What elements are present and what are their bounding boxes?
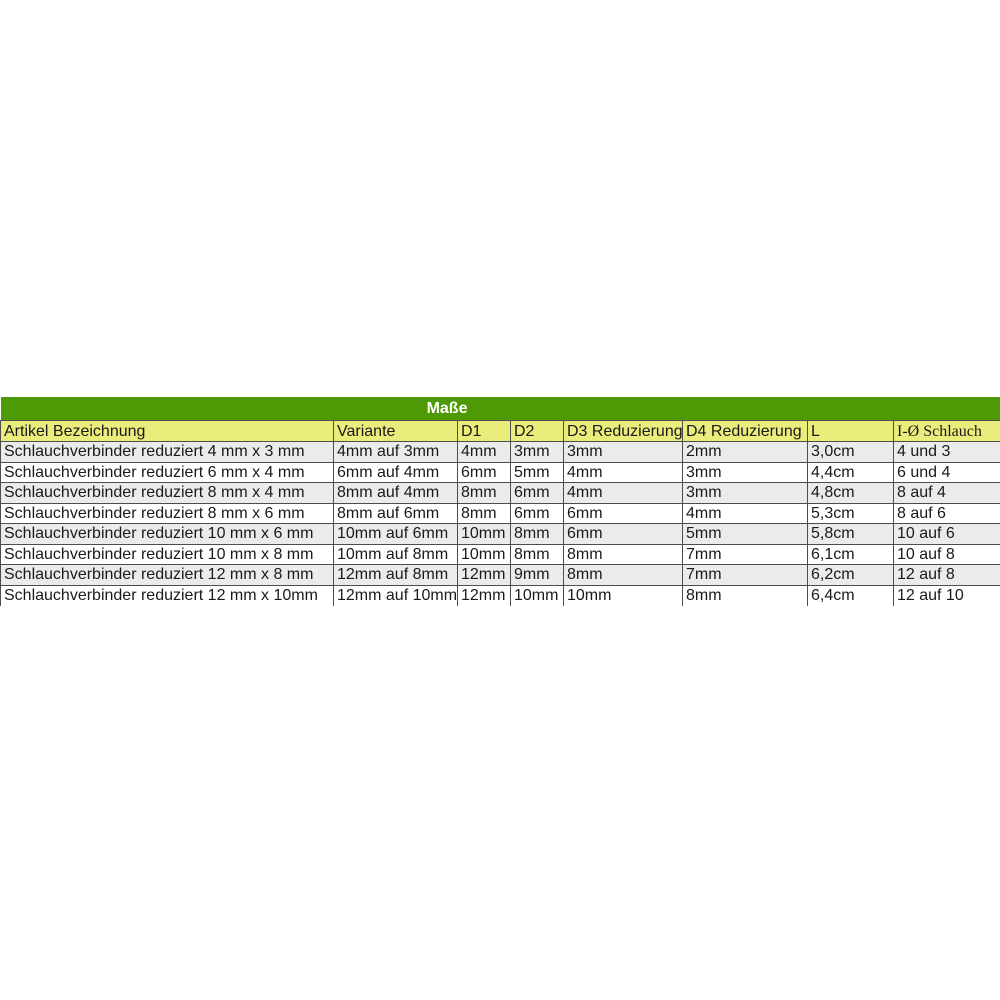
table-row: Schlauchverbinder reduziert 8 mm x 6 mm 8… [0,502,1000,524]
table-title: Maße [0,397,1000,421]
cell-l: 4,8cm [807,482,894,504]
cell-artikel-bezeichnung: Schlauchverbinder reduziert 6 mm x 4 mm [0,461,334,483]
cell-d3-reduzierung: 4mm [563,461,683,483]
cell-variante: 10mm auf 6mm [333,523,458,545]
table-title-row: Maße [0,397,1000,421]
cell-d4-reduzierung: 3mm [682,461,808,483]
table-row: Schlauchverbinder reduziert 12 mm x 8 mm… [0,564,1000,586]
cell-artikel-bezeichnung: Schlauchverbinder reduziert 10 mm x 8 mm [0,543,334,565]
table-row: Schlauchverbinder reduziert 8 mm x 4 mm 8… [0,482,1000,504]
cell-i-o-schlauch: 10 auf 8 [892,543,1000,565]
cell-d3-reduzierung: 10mm [563,584,683,606]
table-row: Schlauchverbinder reduziert 10 mm x 8 mm… [0,543,1000,565]
cell-i-o-schlauch: 8 auf 6 [892,502,1000,524]
cell-d2: 10mm [510,584,564,606]
table-header-row: Artikel Bezeichnung Variante D1 D2 D3 Reduzi… [0,420,1000,442]
cell-d4-reduzierung: 2mm [682,441,808,463]
masse-spec-table: Maße Artikel Bezeichnung Variante D1 D2 D3 R… [0,397,1000,606]
cell-d2: 8mm [510,543,564,565]
table-row: Schlauchverbinder reduziert 12 mm x 10mm… [0,584,1000,606]
cell-variante: 12mm auf 10mm [333,584,458,606]
cell-d2: 5mm [510,461,564,483]
cell-d2: 9mm [510,564,564,586]
cell-d4-reduzierung: 7mm [682,564,808,586]
cell-artikel-bezeichnung: Schlauchverbinder reduziert 4 mm x 3 mm [0,441,334,463]
cell-l: 6,4cm [807,584,894,606]
column-header-l: L [807,420,894,442]
cell-d1: 6mm [457,461,511,483]
column-header-d2: D2 [510,420,564,442]
table-row: Schlauchverbinder reduziert 6 mm x 4 mm 6… [0,461,1000,483]
cell-l: 5,8cm [807,523,894,545]
cell-d3-reduzierung: 4mm [563,482,683,504]
cell-artikel-bezeichnung: Schlauchverbinder reduziert 10 mm x 6 mm [0,523,334,545]
column-header-i-o-schlauch: I-Ø Schlauch [892,420,1000,442]
cell-variante: 10mm auf 8mm [333,543,458,565]
cell-artikel-bezeichnung: Schlauchverbinder reduziert 12 mm x 8 mm [0,564,334,586]
table-row: Schlauchverbinder reduziert 4 mm x 3 mm 4… [0,441,1000,463]
cell-variante: 8mm auf 4mm [333,482,458,504]
cell-d3-reduzierung: 8mm [563,543,683,565]
cell-artikel-bezeichnung: Schlauchverbinder reduziert 8 mm x 6 mm [0,502,334,524]
table-row: Schlauchverbinder reduziert 10 mm x 6 mm… [0,523,1000,545]
cell-d3-reduzierung: 8mm [563,564,683,586]
cell-i-o-schlauch: 12 auf 8 [892,564,1000,586]
cell-variante: 8mm auf 6mm [333,502,458,524]
column-header-d4-reduzierung: D4 Reduzierung [682,420,808,442]
column-header-artikel-bezeichnung: Artikel Bezeichnung [0,420,334,442]
cell-d3-reduzierung: 3mm [563,441,683,463]
cell-artikel-bezeichnung: Schlauchverbinder reduziert 12 mm x 10mm [0,584,334,606]
cell-i-o-schlauch: 12 auf 10 [892,584,1000,606]
cell-d4-reduzierung: 5mm [682,523,808,545]
cell-d4-reduzierung: 8mm [682,584,808,606]
cell-d4-reduzierung: 3mm [682,482,808,504]
cell-l: 6,2cm [807,564,894,586]
column-header-d1: D1 [457,420,511,442]
cell-variante: 12mm auf 8mm [333,564,458,586]
cell-i-o-schlauch: 10 auf 6 [892,523,1000,545]
cell-d1: 10mm [457,523,511,545]
cell-l: 4,4cm [807,461,894,483]
cell-l: 6,1cm [807,543,894,565]
cell-d1: 10mm [457,543,511,565]
cell-d1: 12mm [457,564,511,586]
cell-d1: 8mm [457,502,511,524]
cell-d1: 8mm [457,482,511,504]
cell-d2: 3mm [510,441,564,463]
cell-d4-reduzierung: 4mm [682,502,808,524]
cell-d2: 8mm [510,523,564,545]
cell-artikel-bezeichnung: Schlauchverbinder reduziert 8 mm x 4 mm [0,482,334,504]
column-header-d3-reduzierung: D3 Reduzierung [563,420,683,442]
cell-d1: 12mm [457,584,511,606]
cell-i-o-schlauch: 6 und 4 [892,461,1000,483]
cell-i-o-schlauch: 4 und 3 [892,441,1000,463]
cell-d2: 6mm [510,482,564,504]
cell-d3-reduzierung: 6mm [563,523,683,545]
cell-d4-reduzierung: 7mm [682,543,808,565]
cell-variante: 6mm auf 4mm [333,461,458,483]
cell-d1: 4mm [457,441,511,463]
cell-d3-reduzierung: 6mm [563,502,683,524]
cell-l: 5,3cm [807,502,894,524]
cell-variante: 4mm auf 3mm [333,441,458,463]
cell-l: 3,0cm [807,441,894,463]
column-header-variante: Variante [333,420,458,442]
cell-i-o-schlauch: 8 auf 4 [892,482,1000,504]
cell-d2: 6mm [510,502,564,524]
